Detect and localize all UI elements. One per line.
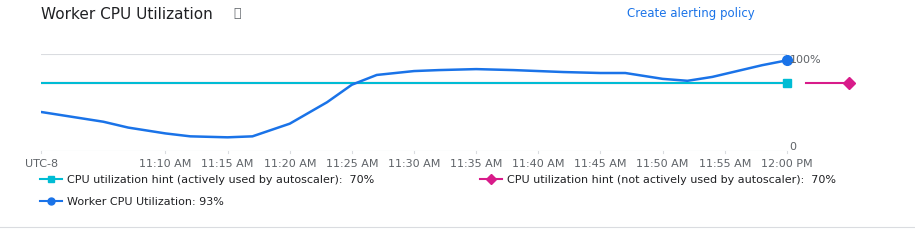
Text: 11:45 AM: 11:45 AM <box>575 158 627 168</box>
Text: Worker CPU Utilization: 93%: Worker CPU Utilization: 93% <box>67 196 224 206</box>
Text: Create alerting policy: Create alerting policy <box>627 7 755 20</box>
Text: CPU utilization hint (not actively used by autoscaler):  70%: CPU utilization hint (not actively used … <box>507 174 836 184</box>
Text: 11:30 AM: 11:30 AM <box>388 158 440 168</box>
Text: CPU utilization hint (actively used by autoscaler):  70%: CPU utilization hint (actively used by a… <box>67 174 374 184</box>
Text: 11:50 AM: 11:50 AM <box>637 158 689 168</box>
Text: 11:40 AM: 11:40 AM <box>512 158 565 168</box>
Text: UTC-8: UTC-8 <box>25 158 58 168</box>
Text: 11:20 AM: 11:20 AM <box>264 158 316 168</box>
Text: 11:10 AM: 11:10 AM <box>139 158 191 168</box>
Text: 11:55 AM: 11:55 AM <box>698 158 751 168</box>
Text: 11:25 AM: 11:25 AM <box>326 158 378 168</box>
Text: 11:15 AM: 11:15 AM <box>201 158 253 168</box>
Text: 100%: 100% <box>790 54 822 64</box>
Text: Worker CPU Utilization: Worker CPU Utilization <box>41 7 213 22</box>
Text: 12:00 PM: 12:00 PM <box>761 158 813 168</box>
Text: 0: 0 <box>790 141 797 151</box>
Text: ❓: ❓ <box>233 7 241 20</box>
Text: 11:35 AM: 11:35 AM <box>450 158 502 168</box>
